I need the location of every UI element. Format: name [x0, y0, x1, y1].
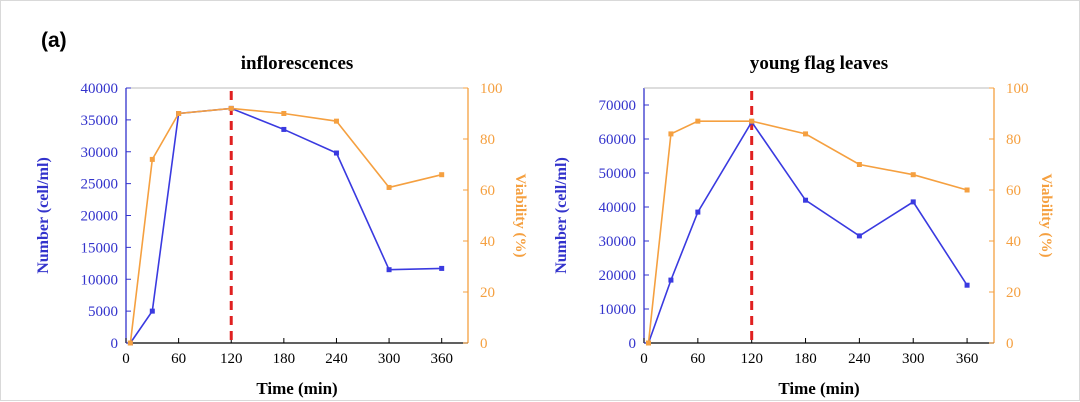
y-tick-label: 10000	[599, 302, 637, 318]
x-tick-label: 360	[956, 351, 979, 367]
viability-series-line	[647, 120, 968, 344]
x-tick-label: 120	[220, 351, 243, 367]
y2-tick-label: 20	[480, 285, 495, 301]
viability-data-point	[149, 156, 155, 162]
x-tick-label: 180	[794, 351, 817, 367]
number-data-point	[856, 233, 862, 239]
viability-data-point	[910, 172, 916, 178]
y2-axis-label: Viability (%)	[1038, 173, 1054, 257]
y-tick-label: 25000	[81, 177, 119, 193]
viability-data-point	[749, 118, 755, 124]
y2-tick-label: 80	[1006, 132, 1021, 148]
y2-tick-label: 40	[480, 234, 495, 250]
x-axis-label: Time (min)	[256, 379, 337, 398]
viability-data-point	[439, 172, 445, 178]
y-axis-label: Number (cell/ml)	[35, 157, 52, 274]
y-tick-label: 70000	[599, 98, 637, 114]
x-tick-label: 300	[378, 351, 401, 367]
y-tick-label: 20000	[81, 209, 119, 225]
viability-data-point	[176, 111, 182, 116]
y-tick-label: 5000	[88, 304, 118, 320]
y2-tick-label: 100	[1006, 81, 1029, 97]
y-tick-label: 0	[111, 336, 119, 352]
y-tick-label: 30000	[599, 234, 637, 250]
x-tick-label: 360	[430, 351, 453, 367]
viability-data-point	[668, 131, 674, 137]
x-tick-label: 180	[273, 351, 296, 367]
y2-tick-label: 0	[1006, 336, 1014, 352]
viability-data-point	[127, 340, 133, 346]
number-series-line	[647, 120, 968, 344]
viability-series-line	[129, 107, 442, 344]
x-tick-label: 300	[902, 351, 925, 367]
y2-tick-label: 80	[480, 132, 495, 148]
viability-data-point	[856, 162, 862, 167]
chart-title: young flag leaves	[750, 53, 888, 74]
y2-tick-label: 40	[1006, 234, 1021, 250]
y-tick-label: 60000	[599, 132, 637, 148]
y2-tick-label: 20	[1006, 285, 1021, 301]
number-data-point	[149, 308, 155, 314]
viability-data-point	[281, 111, 287, 116]
y-axis-label: Number (cell/ml)	[553, 157, 570, 274]
x-axis-label: Time (min)	[778, 379, 859, 398]
viability-data-point	[228, 105, 234, 111]
x-tick-label: 120	[740, 351, 763, 367]
viability-data-point	[964, 187, 970, 193]
chart-1: inflorescences 0 60 120 180 240 300 360 0 5000 100…	[35, 53, 528, 398]
number-data-point	[695, 209, 701, 215]
y2-axis-label: Viability (%)	[512, 173, 528, 257]
viability-data-point	[695, 118, 701, 124]
chart-title: inflorescences	[241, 53, 354, 74]
panel-label: (a)	[41, 29, 67, 52]
y-tick-label: 15000	[81, 240, 119, 256]
y2-tick-label: 60	[1006, 183, 1021, 199]
number-data-point	[964, 282, 970, 288]
x-tick-label: 0	[122, 351, 130, 367]
y-tick-label: 40000	[599, 200, 637, 216]
viability-data-point	[645, 340, 651, 346]
number-data-point	[333, 150, 339, 156]
y-tick-label: 40000	[81, 81, 119, 97]
y-tick-label: 10000	[81, 272, 119, 288]
number-series-line	[129, 107, 442, 344]
y-tick-label: 50000	[599, 166, 637, 182]
number-data-point	[668, 277, 674, 283]
y-tick-label: 0	[629, 336, 637, 352]
y2-tick-label: 60	[480, 183, 495, 199]
x-tick-label: 240	[325, 351, 348, 367]
y-tick-label: 30000	[81, 145, 119, 161]
y-tick-label: 35000	[81, 113, 119, 129]
number-data-point	[281, 126, 287, 132]
x-tick-label: 0	[640, 351, 648, 367]
x-tick-label: 240	[848, 351, 871, 367]
x-tick-label: 60	[171, 351, 186, 367]
number-data-point	[803, 197, 809, 203]
y2-tick-label: 100	[480, 81, 503, 97]
viability-data-point	[333, 118, 339, 124]
number-data-point	[386, 267, 392, 273]
number-data-point	[439, 265, 445, 271]
viability-data-point	[803, 131, 809, 137]
y2-tick-label: 0	[480, 336, 488, 352]
number-data-point	[910, 199, 916, 205]
viability-data-point	[386, 184, 392, 190]
x-tick-label: 60	[690, 351, 705, 367]
y-tick-label: 20000	[599, 268, 637, 284]
